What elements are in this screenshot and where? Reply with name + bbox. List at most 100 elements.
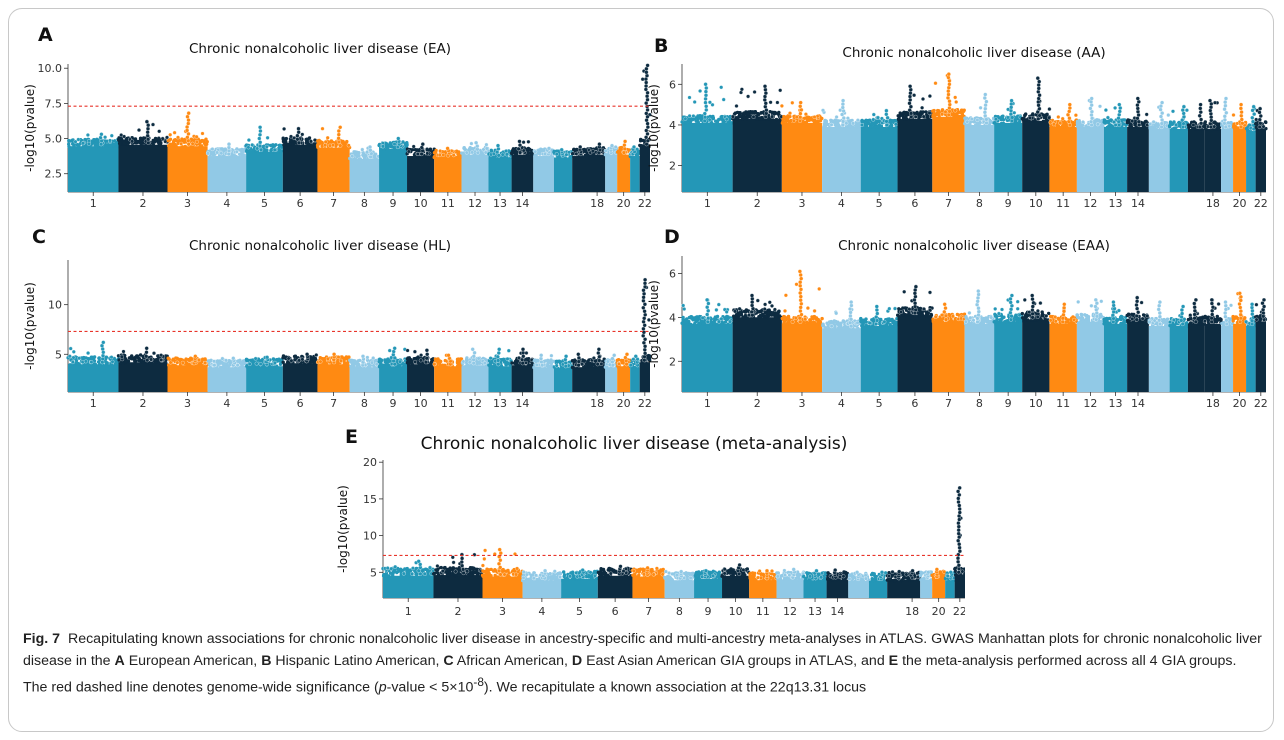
chromosome-11-points [432,146,463,192]
chromosome-1-bulk [68,364,119,392]
snp-point [338,358,343,363]
snp-point [289,358,294,363]
snp-peak-point [633,354,638,359]
x-tick-label: 8 [361,197,368,210]
snp-point [89,360,94,365]
snp-point [212,359,216,364]
snp-peak-point [1089,103,1094,108]
snp-point [871,112,876,117]
snp-point [382,147,386,152]
snp-peak-point [645,138,650,143]
chromosome-3-points [779,100,824,192]
snp-point [697,322,702,326]
chromosome-12-bulk [461,365,489,392]
snp-peak-point [496,350,501,356]
snp-point [773,110,777,115]
snp-point [953,108,958,113]
chromosome-15-bulk [1148,128,1170,192]
snp-point [739,87,744,92]
snp-point [197,358,201,363]
snp-point [314,353,319,357]
snp-point [67,354,72,359]
snp-point [788,111,792,116]
snp-point [920,105,925,110]
snp-point [776,310,781,314]
chromosome-20-points [616,139,631,192]
snp-point [804,320,809,324]
snp-point [855,118,860,123]
snp-point [172,139,176,143]
snp-point [387,359,392,363]
chromosome-11-bulk [434,157,462,192]
snp-point [278,150,283,154]
snp-peak-point [884,119,889,124]
snp-point [510,151,514,156]
snp-point [646,317,651,322]
snp-peak-point [520,361,525,366]
snp-point [351,359,355,363]
snp-point [758,116,763,121]
snp-point [867,121,871,126]
snp-point [476,356,481,361]
snp-peak-point [908,91,913,96]
snp-peak-point [1208,111,1213,116]
snp-peak-point [1222,117,1227,122]
snp-point [1023,118,1027,123]
snp-point [366,365,370,370]
snp-peak-point [631,144,637,150]
snp-point [533,154,537,158]
snp-point [684,320,688,324]
snp-point [365,355,370,360]
snp-peak-point [643,337,648,342]
snp-point [770,114,775,119]
snp-point [779,103,784,108]
snp-point [720,114,724,119]
chromosome-1-points [680,297,735,392]
snp-point [108,138,112,143]
chromosome-15-points [532,353,556,392]
snp-point [135,139,139,144]
x-tick-label: 2 [139,397,146,410]
snp-point [357,358,362,363]
chromosome-10-points [405,142,436,192]
chromosome-11-points [1048,102,1079,192]
snp-peak-point [360,354,366,359]
snp-peak-point [496,362,501,367]
snp-point [416,361,421,365]
snp-point [159,357,164,362]
snp-peak-point [840,105,845,110]
snp-peak-point [1222,107,1227,112]
snp-peak-point [623,355,628,360]
snp-peak-point [496,358,501,363]
snp-point [746,94,751,99]
snp-point [285,142,289,146]
chromosome-6-points [281,352,319,392]
snp-peak-point [578,144,583,150]
snp-peak-point [798,100,803,105]
snp-point [957,110,961,115]
snp-point [921,114,926,119]
chromosome-18-bulk [589,366,606,392]
snp-peak-point [259,147,264,152]
snp-point [297,358,302,363]
snp-point [126,141,130,146]
x-tick-label: 7 [330,397,337,410]
snp-point [374,362,379,367]
snp-point [71,349,76,354]
snp-point [425,147,429,151]
chromosome-15-points [1148,100,1172,192]
snp-peak-point [983,113,988,118]
snp-peak-point [1223,96,1229,101]
snp-peak-point [1257,110,1262,115]
snp-point [482,361,487,366]
chromosome-12-points [1075,96,1105,192]
snp-peak-point [1222,114,1227,119]
snp-peak-point [702,111,707,116]
snp-point [77,356,82,361]
snp-point [733,309,738,314]
snp-point [443,364,447,368]
snp-peak-point [516,146,521,151]
snp-point [617,365,621,369]
snp-point [82,355,86,360]
snp-point [524,360,528,365]
